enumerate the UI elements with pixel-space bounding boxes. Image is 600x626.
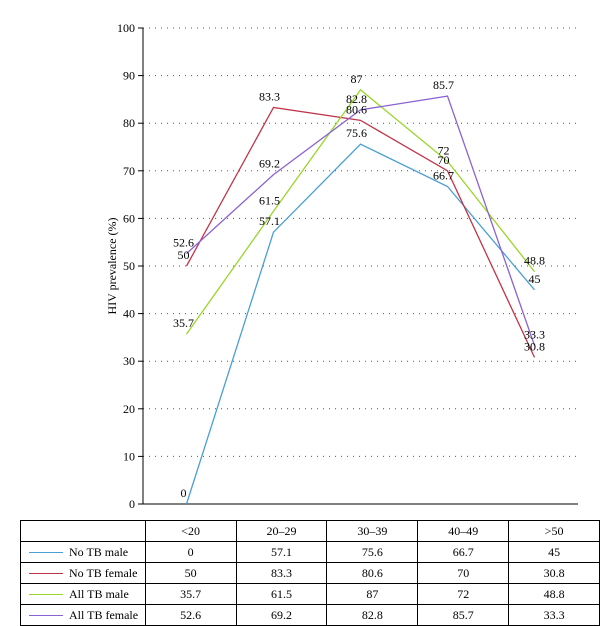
y-tick-label: 70: [123, 164, 135, 178]
data-label: 70: [438, 153, 450, 167]
series-line: [185, 143, 535, 505]
series-name: No TB female: [69, 565, 138, 580]
data-table: <20 20–29 30–39 40–49 >50 No TB male 0 57.…: [20, 520, 600, 626]
data-label: 0: [181, 486, 187, 500]
y-tick-label: 40: [123, 307, 135, 321]
y-tick-label: 0: [129, 497, 135, 511]
table-header-row: <20 20–29 30–39 40–49 >50: [20, 520, 600, 542]
y-tick-label: 50: [123, 259, 135, 273]
data-label: 80.6: [346, 102, 367, 116]
table-cell: 61.5: [235, 583, 328, 605]
legend-entry: All TB male: [20, 583, 146, 605]
series-lines: [185, 88, 536, 505]
data-label: 83.3: [259, 89, 280, 103]
table-cell: 83.3: [235, 562, 328, 584]
y-tick-label: 20: [123, 402, 135, 416]
data-label: 61.5: [259, 193, 280, 207]
data-label: 35.7: [173, 316, 194, 330]
series-name: All TB male: [69, 586, 129, 601]
data-label: 52.6: [173, 236, 194, 250]
table-cell: 70: [417, 562, 510, 584]
y-axis-ticks: 0 10 20 30 40 50 60 70 80 90 100: [117, 21, 143, 511]
data-label: 50: [178, 248, 190, 262]
category-label: 30–39: [326, 520, 419, 542]
data-label: 33.3: [524, 327, 545, 341]
table-cell: 80.6: [326, 562, 419, 584]
table-cell: 87: [326, 583, 419, 605]
table-row: No TB male 0 57.1 75.6 66.7 45: [20, 541, 600, 563]
legend-entry: No TB male: [20, 541, 146, 563]
table-cell: 50: [144, 562, 237, 584]
line-chart: 0 10 20 30 40 50 60 70 80 90 100 0 57.1 75.6 66.7 45 50…: [105, 21, 578, 511]
y-tick-label: 30: [123, 354, 135, 368]
data-label: 69.2: [259, 157, 280, 171]
data-labels: 0 57.1 75.6 66.7 45 50 83.3 80.6 70 30.8 35.7 61.5 8…: [173, 72, 545, 500]
category-label: >50: [508, 520, 600, 542]
y-tick-label: 10: [123, 449, 135, 463]
table-cell: 82.8: [326, 604, 419, 626]
category-label: 20–29: [235, 520, 328, 542]
data-label: 30.8: [524, 339, 545, 353]
table-cell: 52.6: [144, 604, 237, 626]
data-label: 66.7: [433, 169, 454, 183]
table-cell: 72: [417, 583, 510, 605]
legend-swatch: [29, 573, 63, 575]
table-row: No TB female 50 83.3 80.6 70 30.8: [20, 562, 600, 584]
table-cell: 45: [508, 541, 600, 563]
table-cell: 30.8: [508, 562, 600, 584]
series-name: All TB female: [69, 607, 139, 622]
table-cell: 75.6: [326, 541, 419, 563]
table-corner-cell: [20, 520, 146, 542]
data-label: 85.7: [433, 78, 454, 92]
y-tick-label: 80: [123, 116, 135, 130]
data-label: 75.6: [346, 126, 367, 140]
category-label: <20: [144, 520, 237, 542]
series-line: [185, 106, 536, 358]
table-cell: 0: [144, 541, 237, 563]
legend-swatch: [29, 552, 63, 554]
table-cell: 66.7: [417, 541, 510, 563]
gridlines: [143, 27, 578, 457]
legend-swatch: [29, 615, 63, 617]
series-name: No TB male: [69, 544, 129, 559]
data-label: 45: [529, 272, 541, 286]
y-tick-label: 100: [117, 21, 135, 35]
data-label: 48.8: [524, 254, 545, 268]
table-cell: 35.7: [144, 583, 237, 605]
table-row: All TB male 35.7 61.5 87 72 48.8: [20, 583, 600, 605]
table-row: All TB female 52.6 69.2 82.8 85.7 33.3: [20, 604, 600, 626]
table-cell: 48.8: [508, 583, 600, 605]
table-cell: 85.7: [417, 604, 510, 626]
legend-swatch: [29, 594, 63, 596]
series-line: [186, 95, 536, 346]
legend-entry: No TB female: [20, 562, 146, 584]
series-line: [185, 88, 536, 335]
table-cell: 69.2: [235, 604, 328, 626]
y-tick-label: 90: [123, 69, 135, 83]
table-cell: 57.1: [235, 541, 328, 563]
data-label: 82.8: [346, 92, 367, 106]
y-axis-title: HIV prevalence (%): [105, 217, 119, 314]
data-label: 87: [351, 72, 363, 86]
table-cell: 33.3: [508, 604, 600, 626]
y-tick-label: 60: [123, 211, 135, 225]
category-label: 40–49: [417, 520, 510, 542]
data-label: 57.1: [259, 214, 280, 228]
legend-entry: All TB female: [20, 604, 146, 626]
data-label: 72: [438, 143, 450, 157]
